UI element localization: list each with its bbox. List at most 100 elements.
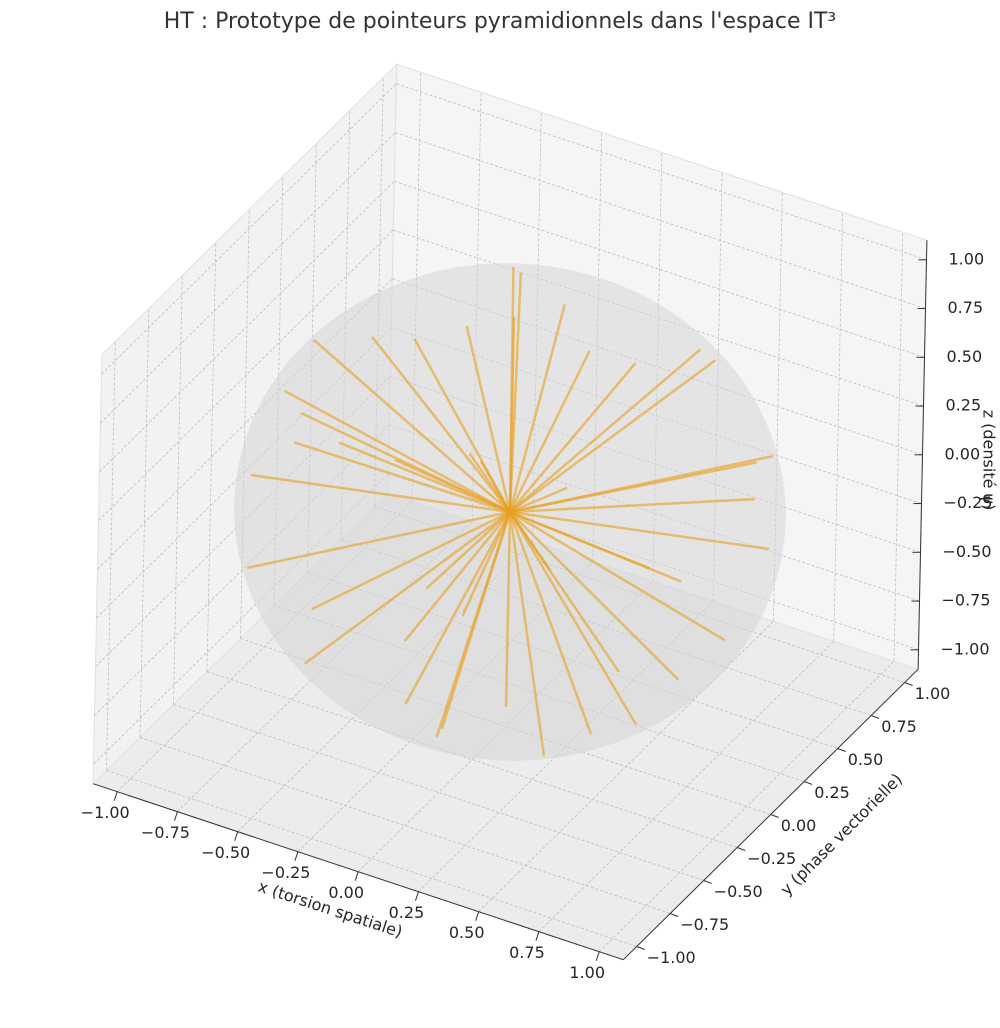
x-tick bbox=[113, 791, 118, 801]
ray bbox=[435, 511, 512, 738]
ray bbox=[509, 454, 774, 514]
ray bbox=[313, 338, 511, 513]
grid-line bbox=[391, 327, 922, 504]
ray bbox=[425, 511, 511, 590]
ray bbox=[509, 359, 716, 514]
ray bbox=[250, 473, 511, 514]
ray bbox=[413, 338, 512, 513]
x-tick bbox=[595, 951, 600, 961]
z-tick-label: −1.00 bbox=[941, 639, 990, 658]
x-tick bbox=[354, 871, 359, 881]
grid-line bbox=[106, 341, 116, 771]
grid-line bbox=[394, 180, 925, 358]
grid-line bbox=[598, 661, 895, 952]
grid-line bbox=[100, 132, 396, 424]
y-tick bbox=[670, 913, 679, 917]
z-tick-label: 0.75 bbox=[948, 298, 984, 317]
grid-line bbox=[139, 308, 150, 738]
grid-line bbox=[240, 638, 771, 815]
grid-line bbox=[389, 424, 920, 602]
grid-line bbox=[395, 132, 926, 309]
x-tick bbox=[234, 831, 239, 841]
y-tick-label: 0.75 bbox=[881, 717, 917, 736]
grid-line bbox=[393, 229, 924, 407]
ray bbox=[283, 389, 511, 514]
ray bbox=[508, 304, 566, 513]
ray bbox=[468, 452, 512, 513]
grid-line bbox=[374, 506, 905, 683]
y-tick bbox=[703, 880, 712, 884]
ray bbox=[509, 486, 568, 514]
x-tick-label: −0.75 bbox=[141, 823, 190, 842]
ray bbox=[509, 362, 637, 513]
grid-line bbox=[139, 737, 671, 914]
grid-line bbox=[396, 83, 927, 261]
y-tick bbox=[636, 946, 645, 950]
x-tick-label: 1.00 bbox=[569, 963, 605, 982]
grid-line bbox=[538, 641, 835, 932]
ray bbox=[508, 511, 593, 735]
z-tick-label: −0.50 bbox=[943, 542, 992, 561]
y-tick bbox=[804, 781, 813, 785]
grid-line bbox=[390, 375, 921, 553]
y-tick-label: 0.00 bbox=[781, 816, 817, 835]
ray bbox=[504, 511, 512, 708]
y-axis bbox=[622, 668, 919, 961]
chart-title: HT : Prototype de pointeurs pyramidionne… bbox=[164, 9, 836, 34]
ray bbox=[509, 511, 680, 681]
grid-line bbox=[340, 539, 872, 716]
x-tick-label: 0.75 bbox=[509, 943, 545, 962]
x-tick-label: −0.50 bbox=[201, 843, 250, 862]
ray bbox=[509, 510, 682, 583]
ray bbox=[508, 316, 516, 513]
ray bbox=[311, 510, 511, 611]
z-tick-label: 0.50 bbox=[947, 347, 983, 366]
x-tick-label: 0.50 bbox=[449, 923, 485, 942]
grid-line bbox=[206, 671, 738, 848]
ray bbox=[338, 441, 511, 514]
grid-line bbox=[388, 473, 919, 651]
ray bbox=[509, 510, 726, 642]
grid-line bbox=[273, 605, 805, 782]
ray bbox=[509, 348, 702, 513]
grid-line bbox=[392, 278, 923, 456]
ray bbox=[508, 350, 591, 513]
ray bbox=[508, 511, 552, 572]
z-tick-label: 0.25 bbox=[946, 396, 982, 415]
z-axis-label: z (densité ψ) bbox=[980, 410, 999, 511]
ray bbox=[461, 511, 512, 617]
grid-line bbox=[98, 229, 394, 521]
ray bbox=[404, 511, 512, 705]
x-tick bbox=[173, 811, 178, 821]
ray bbox=[465, 325, 512, 513]
x-tick bbox=[294, 851, 299, 861]
x-tick bbox=[535, 931, 540, 941]
y-tick-label: 0.25 bbox=[814, 783, 850, 802]
z-tick-label: 0.00 bbox=[945, 444, 981, 463]
y-tick-label: 1.00 bbox=[915, 684, 951, 703]
x-tick-label: 0.25 bbox=[389, 903, 425, 922]
y-tick-label: −0.50 bbox=[714, 882, 763, 901]
grid-line bbox=[101, 83, 397, 375]
x-tick bbox=[475, 911, 480, 921]
y-tick bbox=[837, 748, 846, 752]
ray bbox=[246, 510, 511, 570]
grid-line bbox=[833, 212, 843, 642]
ray bbox=[403, 511, 511, 642]
y-tick-label: −1.00 bbox=[647, 948, 696, 967]
ray bbox=[508, 511, 546, 757]
grid-line bbox=[307, 572, 838, 749]
grid-line bbox=[93, 473, 389, 765]
y-tick-label: −0.25 bbox=[747, 849, 796, 868]
ray bbox=[371, 335, 511, 513]
grid-line bbox=[97, 278, 393, 570]
grid-line bbox=[173, 704, 704, 881]
ray bbox=[508, 511, 638, 726]
ray bbox=[304, 510, 511, 665]
x-tick-label: −0.25 bbox=[261, 863, 310, 882]
y-tick bbox=[770, 814, 779, 818]
grid-line bbox=[106, 770, 637, 947]
z-tick-label: 1.00 bbox=[949, 249, 985, 268]
x-axis bbox=[92, 783, 624, 961]
